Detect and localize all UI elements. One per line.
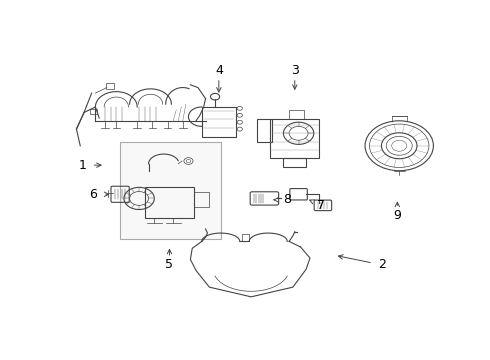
- Bar: [270, 120, 319, 158]
- Text: 3: 3: [291, 64, 299, 77]
- Text: 8: 8: [283, 193, 291, 206]
- Bar: [202, 107, 236, 138]
- Text: 6: 6: [90, 188, 98, 201]
- Bar: [283, 158, 306, 167]
- Bar: [289, 110, 304, 120]
- Bar: [257, 120, 272, 141]
- Bar: [106, 83, 115, 89]
- Bar: [90, 109, 97, 114]
- Text: 4: 4: [215, 64, 223, 77]
- Bar: [120, 141, 220, 239]
- Text: 2: 2: [378, 258, 386, 271]
- Bar: [194, 192, 209, 207]
- Bar: [145, 187, 194, 218]
- Text: 1: 1: [78, 159, 86, 172]
- Text: 7: 7: [318, 199, 325, 212]
- Text: 5: 5: [166, 258, 173, 271]
- Text: 9: 9: [393, 208, 401, 221]
